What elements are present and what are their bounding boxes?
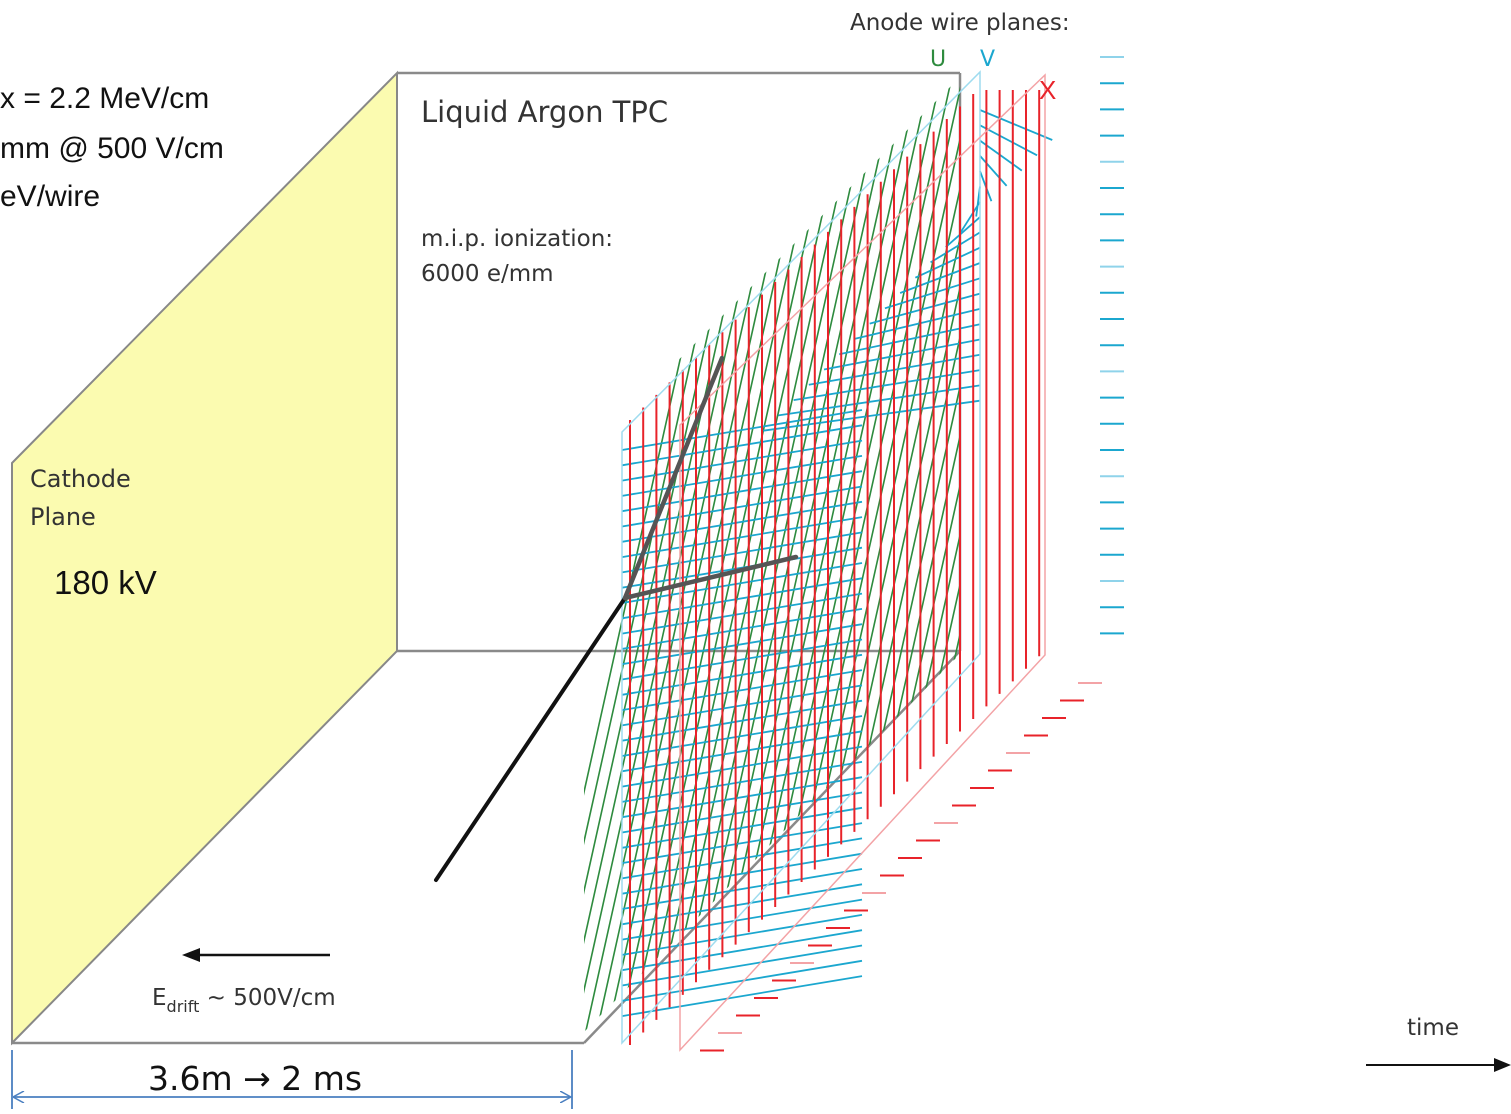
- v-wire: [621, 791, 863, 834]
- x-plane-label: X: [1039, 75, 1056, 105]
- x-plane-outline: [679, 73, 1046, 1052]
- particle-tracks: [434, 355, 799, 882]
- u-wire: [849, 77, 960, 1032]
- time-arrowhead: [1494, 1058, 1511, 1072]
- v-wire: [621, 761, 863, 803]
- u-wire: [926, 77, 960, 1032]
- dedx-line: x = 2.2 MeV/cm: [0, 82, 209, 115]
- v-wire: [823, 338, 981, 371]
- v-wire: [621, 883, 863, 926]
- cathode-voltage: 180 kV: [54, 564, 157, 601]
- v-wire: [839, 323, 981, 356]
- v-wire: [979, 155, 1008, 187]
- v-wire: [621, 592, 863, 635]
- v-wire: [945, 216, 981, 248]
- v-plane-label: V: [980, 47, 995, 72]
- length-label: 3.6m → 2 ms: [148, 1059, 362, 1098]
- v-wire: [960, 201, 981, 233]
- v-plane-outline: [621, 70, 981, 1045]
- v-wire: [621, 669, 863, 711]
- u-wire: [893, 77, 960, 1032]
- drift-field-value: ~ 500V/cm: [199, 985, 335, 1011]
- u-plane-label: U: [930, 47, 946, 72]
- v-wire: [621, 914, 863, 956]
- v-wire: [621, 898, 863, 941]
- drift-arrowhead: [182, 948, 200, 962]
- v-wire: [621, 852, 863, 895]
- mip-line1: m.i.p. ionization:: [421, 226, 613, 252]
- v-wire: [621, 562, 863, 604]
- v-wire: [899, 262, 981, 294]
- u-wire: [827, 77, 960, 1032]
- v-wire: [621, 868, 863, 910]
- v-wire: [621, 653, 863, 696]
- cathode-label-line2: Plane: [30, 503, 96, 531]
- v-wire: [979, 124, 1038, 157]
- u-wire: [959, 77, 960, 1032]
- v-wire: [621, 500, 863, 543]
- v-wire: [621, 623, 863, 666]
- cathode-plane: [11, 70, 398, 1046]
- v-wire: [869, 292, 981, 325]
- v-wire: [621, 684, 863, 727]
- v-wire: [621, 577, 863, 620]
- anode-title: Anode wire planes:: [850, 10, 1070, 36]
- v-wire: [621, 608, 863, 650]
- u-wire: [882, 77, 960, 1032]
- v-wire: [621, 424, 863, 467]
- energy-per-wire-line: eV/wire: [0, 180, 100, 213]
- u-wire: [971, 0, 1211, 1080]
- v-readout-ticks: [1100, 56, 1124, 635]
- u-wire: [651, 77, 893, 1032]
- v-wire: [621, 975, 863, 1017]
- tpc-title: Liquid Argon TPC: [421, 95, 668, 129]
- u-wire: [662, 77, 904, 1032]
- drift-field-symbol: E: [152, 985, 167, 1011]
- time-label: time: [1407, 1015, 1459, 1041]
- x-readout-ticks: [700, 682, 1102, 1052]
- v-wire: [621, 822, 863, 864]
- u-wire: [673, 77, 915, 1032]
- v-wire: [621, 715, 863, 757]
- drift-field-label: Edrift ~ 500V/cm: [152, 985, 336, 1016]
- v-wire: [621, 745, 863, 788]
- u-wire: [584, 77, 805, 1032]
- cathode-label-line1: Cathode: [30, 465, 131, 493]
- v-wire: [793, 369, 981, 401]
- v-wire: [763, 399, 981, 432]
- v-wire: [778, 384, 981, 417]
- v-wire: [884, 277, 981, 310]
- u-wire: [816, 77, 960, 1032]
- v-wire: [621, 439, 863, 482]
- v-wire: [621, 837, 863, 880]
- v-wire: [979, 109, 1053, 141]
- v-wire: [621, 516, 863, 558]
- v-wire: [621, 409, 863, 451]
- v-wire: [621, 944, 863, 987]
- mip-line2: 6000 e/mm: [421, 261, 554, 287]
- v-wire: [621, 455, 863, 497]
- v-wire: [621, 699, 863, 742]
- v-wire: [621, 959, 863, 1002]
- v-wire: [621, 730, 863, 773]
- v-wire: [621, 485, 863, 528]
- drift-speed-line: mm @ 500 V/cm: [0, 132, 224, 165]
- u-wire: [761, 77, 960, 1032]
- v-wire: [621, 776, 863, 819]
- v-wire: [621, 531, 863, 574]
- v-wire: [930, 231, 981, 264]
- drift-field-subscript: drift: [167, 997, 200, 1016]
- v-wire: [621, 638, 863, 681]
- v-wire: [621, 806, 863, 849]
- v-wire: [621, 929, 863, 972]
- u-wire: [860, 77, 960, 1032]
